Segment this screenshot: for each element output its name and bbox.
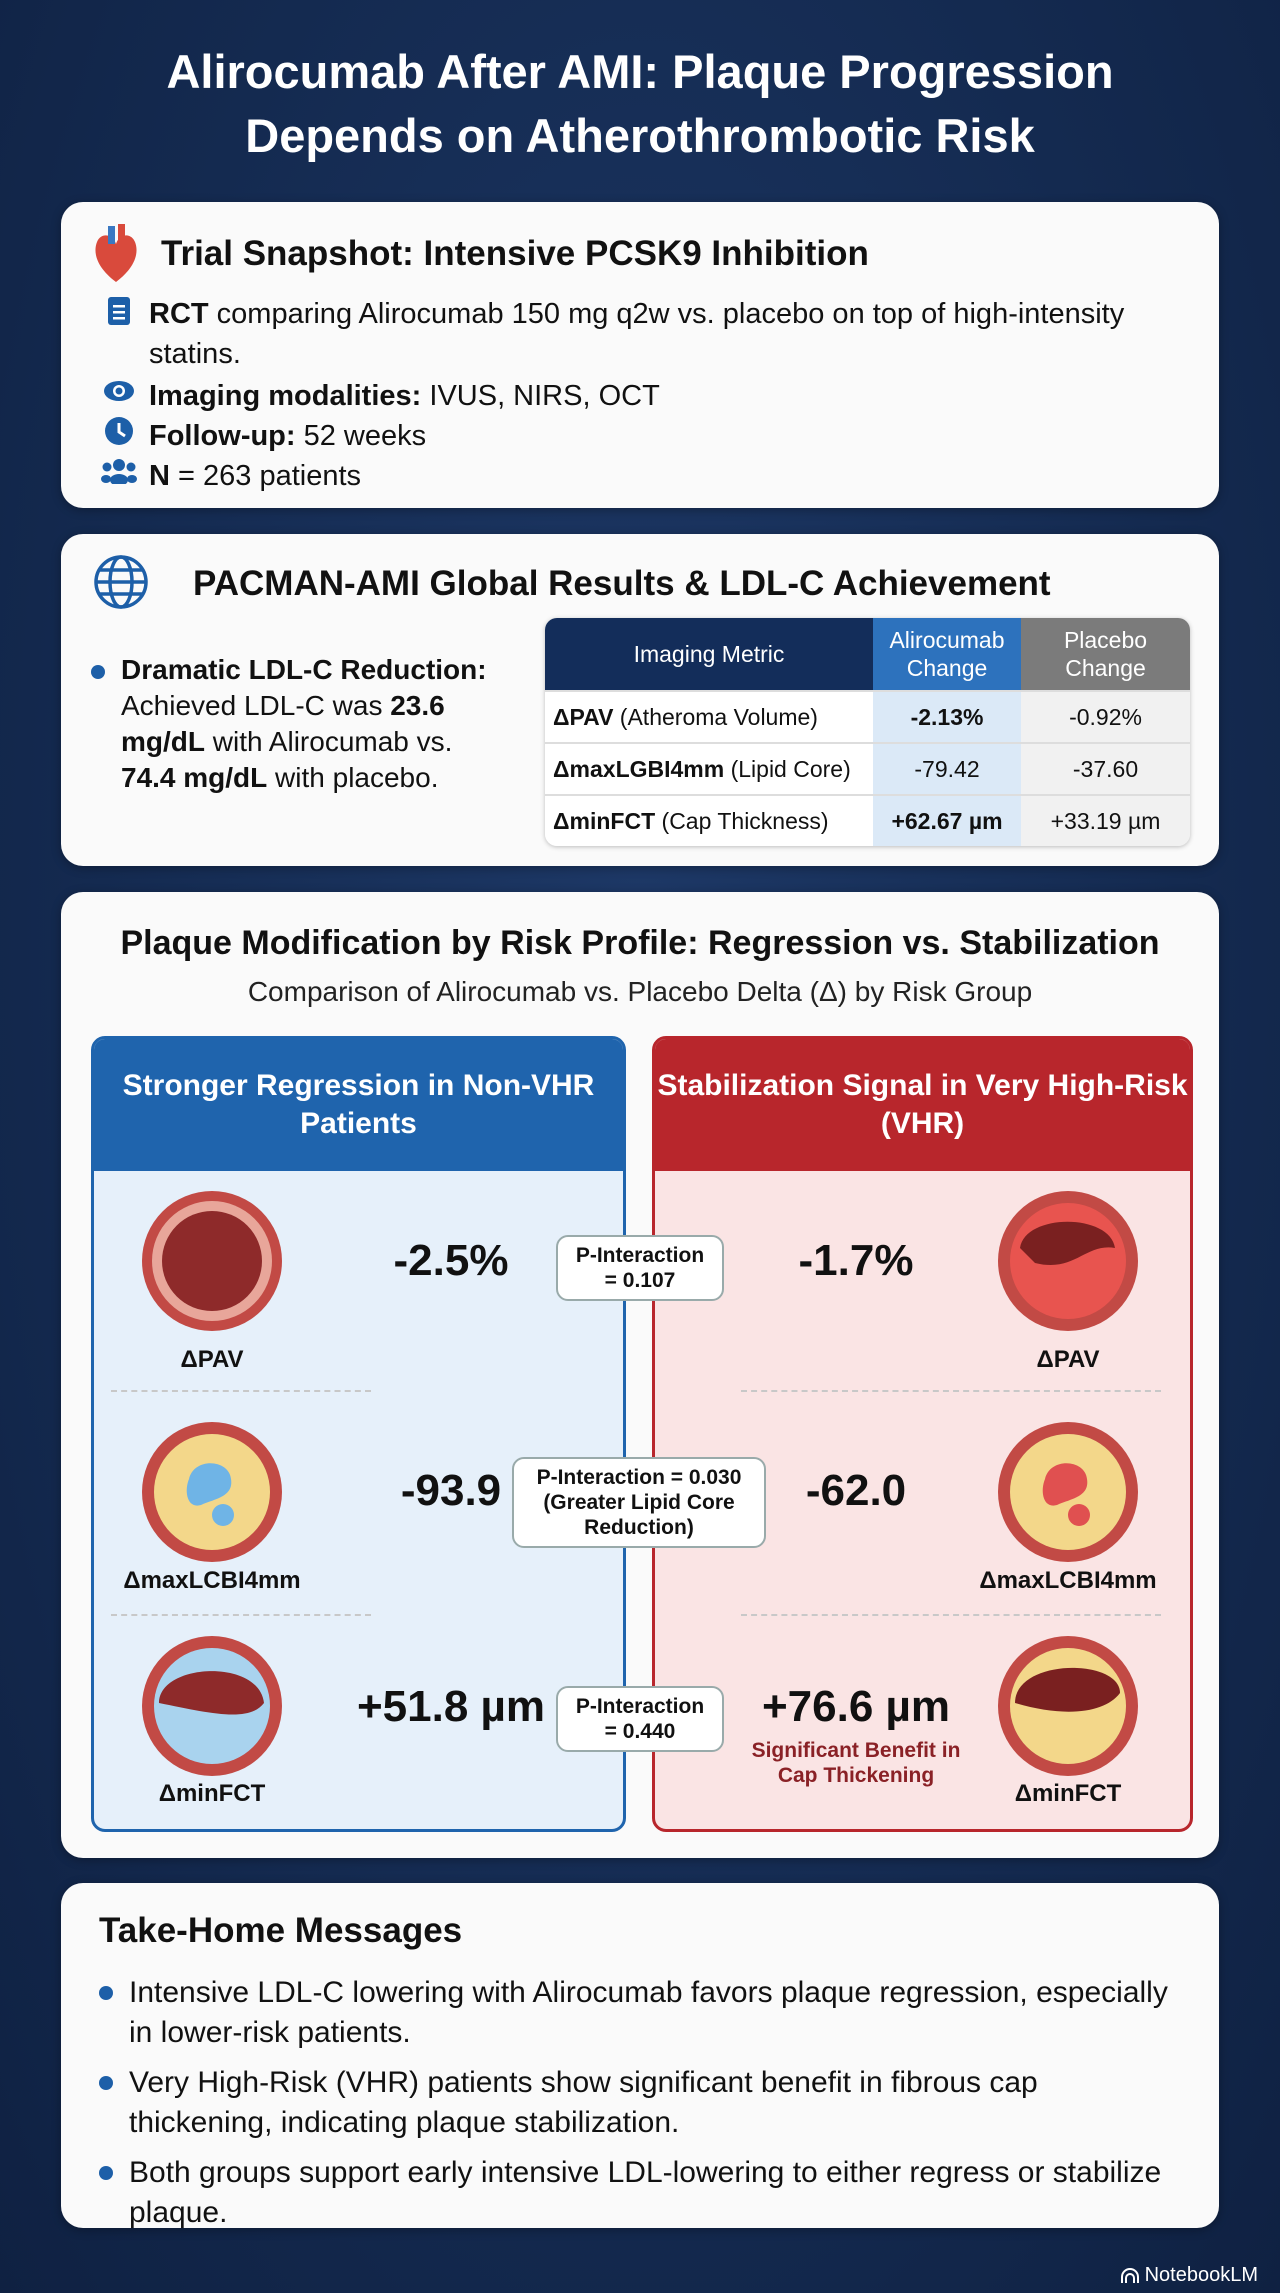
item-bold: Imaging modalities: [149, 380, 422, 412]
bullet-dot [99, 1986, 113, 2000]
takehome-title: Take-Home Messages [99, 1911, 463, 1950]
take-home-card: Take-Home Messages Intensive LDL-C lower… [61, 1883, 1219, 2229]
metric: ΔminFCT [553, 807, 656, 834]
metric-label: ΔPAV [1036, 1346, 1100, 1373]
placebo-value: -0.92% [1021, 690, 1190, 742]
takehome-item: Intensive LDL-C lowering with Alirocumab… [99, 1973, 1179, 2053]
metric: ΔPAV [553, 703, 614, 730]
p-interaction-pav: P-Interaction = 0.107 [556, 1235, 724, 1301]
metric-desc: (Lipid Core) [724, 755, 851, 782]
item-text: comparing Alirocumab 150 mg q2w vs. plac… [149, 298, 1125, 370]
notebooklm-logo-icon [1120, 2267, 1139, 2283]
people-icon [101, 456, 137, 484]
bullet-bold: Dramatic LDL-C Reduction: [121, 654, 487, 685]
imaging-table: Imaging Metric Alirocumab Change Placebo C… [545, 618, 1190, 846]
bullet-text: with placebo. [267, 762, 439, 793]
item-bold: N [149, 460, 170, 492]
snapshot-item: N = 263 patients [101, 456, 1181, 496]
artery-lipid-icon [142, 1422, 282, 1562]
title-line-1: Alirocumab After AMI: Plaque Progression [166, 45, 1114, 98]
metric: ΔmaxLGBI4mm [553, 755, 725, 782]
bullet-dot [91, 665, 105, 679]
clock-icon [101, 416, 137, 446]
global-title: PACMAN-AMI Global Results & LDL-C Achiev… [193, 564, 1051, 603]
heart-icon [95, 224, 137, 282]
takehome-item: Both groups support early intensive LDL-… [99, 2153, 1179, 2233]
placebo-value: -37.60 [1021, 742, 1190, 794]
ldl-placebo: 74.4 mg/dL [121, 762, 268, 793]
significance-note: Significant Benefit in Cap Thickening [751, 1739, 961, 1787]
item-text: 52 weeks [295, 420, 427, 452]
metric-label: ΔPAV [180, 1346, 244, 1373]
vhr-value: -1.7% [798, 1236, 914, 1285]
table-row: ΔPAV (Atheroma Volume) -2.13% -0.92% [545, 690, 1190, 742]
col-header: Imaging Metric [545, 618, 873, 690]
snapshot-item: Follow-up: 52 weeks [101, 416, 1181, 456]
notebooklm-watermark: NotebookLM [1120, 2264, 1258, 2287]
placebo-value: +33.19 µm [1021, 794, 1190, 846]
alirocumab-value: +62.67 µm [891, 807, 1003, 834]
panel-header: Stronger Regression in Non-VHR Patients [94, 1039, 623, 1171]
artery-pav-icon [142, 1191, 282, 1331]
artery-lipid-icon [998, 1422, 1138, 1562]
metric-label: ΔminFCT [158, 1780, 266, 1807]
eye-icon [101, 376, 137, 406]
bullet-dot [99, 2076, 113, 2090]
p-interaction-cap: P-Interaction = 0.440 [556, 1686, 724, 1752]
item-bold: Follow-up: [149, 420, 296, 452]
ldl-alirocumab: 23.6 mg/dL [121, 690, 445, 757]
artery-pav-icon [998, 1191, 1138, 1331]
item-bold: RCT [149, 298, 209, 330]
page-title: Alirocumab After AMI: Plaque Progression… [0, 40, 1280, 168]
global-results-card: PACMAN-AMI Global Results & LDL-C Achiev… [61, 534, 1219, 866]
col-header: Alirocumab Change [873, 618, 1021, 690]
bullet-text: Achieved LDL-C was [121, 690, 391, 721]
alirocumab-value: -79.42 [873, 742, 1021, 794]
panel-header: Stabilization Signal in Very High-Risk (… [655, 1039, 1190, 1171]
bullet-dot [99, 2166, 113, 2180]
title-line-2: Depends on Atherothrombotic Risk [245, 109, 1035, 162]
takehome-text: Both groups support early intensive LDL-… [129, 2156, 1162, 2229]
risk-subtitle: Comparison of Alirocumab vs. Placebo Del… [247, 976, 1033, 1007]
takehome-item: Very High-Risk (VHR) patients show signi… [99, 2063, 1179, 2143]
artery-cap-icon [998, 1636, 1138, 1776]
p-interaction-lipid: P-Interaction = 0.030 (Greater Lipid Cor… [512, 1457, 766, 1548]
vhr-value: +76.6 µm [761, 1682, 951, 1731]
snapshot-item: RCT comparing Alirocumab 150 mg q2w vs. … [101, 294, 1181, 374]
clipboard-icon [101, 294, 137, 326]
brand-label: NotebookLM [1144, 2264, 1258, 2286]
metric-label: ΔmaxLCBI4mm [123, 1567, 301, 1594]
globe-icon [94, 555, 148, 609]
item-text: IVUS, NIRS, OCT [421, 380, 660, 412]
snapshot-item: Imaging modalities: IVUS, NIRS, OCT [101, 376, 1181, 416]
metric-label: ΔminFCT [1014, 1780, 1122, 1807]
artery-cap-icon [142, 1636, 282, 1776]
non-vhr-value: +51.8 µm [356, 1682, 546, 1731]
table-row: ΔminFCT (Cap Thickness) +62.67 µm +33.19 µ… [545, 794, 1190, 846]
metric-desc: (Cap Thickness) [655, 807, 829, 834]
takehome-text: Very High-Risk (VHR) patients show signi… [129, 2066, 1038, 2139]
metric-desc: (Atheroma Volume) [613, 703, 818, 730]
vhr-value: -62.0 [805, 1466, 907, 1515]
non-vhr-value: -2.5% [393, 1236, 509, 1285]
col-header: Placebo Change [1021, 618, 1190, 690]
risk-profile-card: Plaque Modification by Risk Profile: Reg… [61, 892, 1219, 1858]
bullet-text: with Alirocumab vs. [205, 726, 453, 757]
takehome-text: Intensive LDL-C lowering with Alirocumab… [129, 1976, 1168, 2049]
trial-snapshot-card: Trial Snapshot: Intensive PCSK9 Inhibiti… [61, 202, 1219, 508]
item-text: = 263 patients [169, 460, 362, 492]
risk-title: Plaque Modification by Risk Profile: Reg… [120, 924, 1160, 962]
metric-label: ΔmaxLCBI4mm [979, 1567, 1157, 1594]
snapshot-title: Trial Snapshot: Intensive PCSK9 Inhibiti… [161, 234, 869, 273]
table-row: ΔmaxLGBI4mm (Lipid Core) -79.42 -37.60 [545, 742, 1190, 794]
alirocumab-value: -2.13% [910, 703, 984, 730]
non-vhr-value: -93.9 [400, 1466, 502, 1515]
ldl-bullet: Dramatic LDL-C Reduction: Achieved LDL-C… [91, 652, 511, 796]
